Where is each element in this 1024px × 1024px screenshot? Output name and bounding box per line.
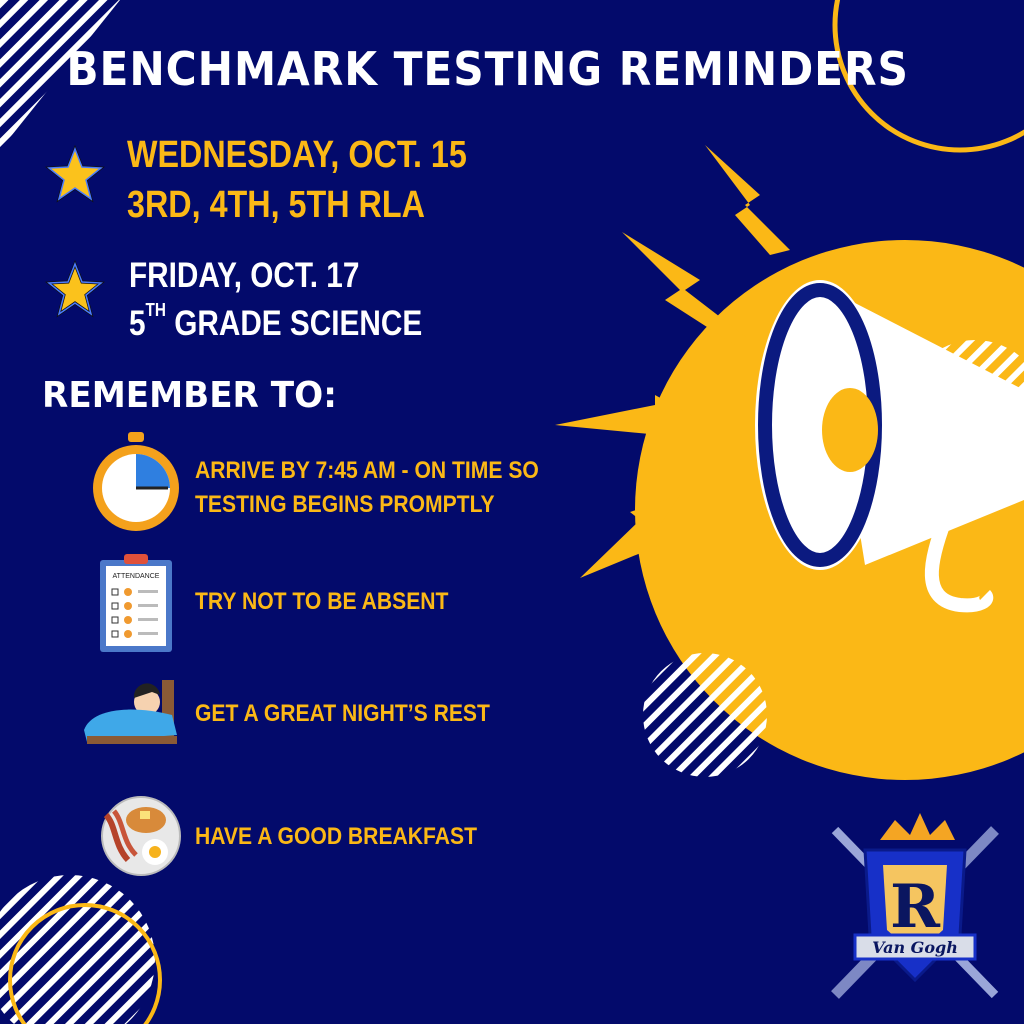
- sleeping-in-bed-icon: [84, 680, 177, 744]
- grade-subject: GRADE SCIENCE: [165, 304, 423, 343]
- page-title: BENCHMARK TESTING REMINDERS: [66, 42, 909, 96]
- date-line: FRIDAY, OCT. 17: [129, 256, 360, 295]
- breakfast-plate-icon: [101, 796, 181, 876]
- school-crest-logo: R Van Gogh: [831, 813, 999, 999]
- remember-heading: REMEMBER TO:: [42, 375, 337, 416]
- reminder-breakfast: HAVE A GOOD BREAKFAST: [195, 823, 478, 850]
- svg-text:Van Gogh: Van Gogh: [872, 938, 958, 957]
- svg-text:ATTENDANCE: ATTENDANCE: [113, 573, 160, 580]
- date-block-friday: FRIDAY, OCT. 17 5TH GRADE SCIENCE: [129, 252, 422, 348]
- svg-text:R: R: [890, 872, 941, 942]
- reminder-text: TESTING BEGINS PROMPTLY: [195, 491, 495, 518]
- date-line: WEDNESDAY, OCT. 15: [127, 134, 467, 176]
- reminder-arrive: ARRIVE BY 7:45 AM - ON TIME SO TESTING B…: [195, 454, 539, 522]
- corner-stripes-top-left: [0, 0, 120, 150]
- star-icon: [45, 145, 105, 203]
- stopwatch-icon: [93, 432, 179, 531]
- striped-circle: [643, 653, 767, 777]
- megaphone-icon: [755, 280, 1024, 613]
- grades-line: 5TH GRADE SCIENCE: [129, 300, 422, 348]
- ring-bottom-left: [8, 903, 162, 1024]
- date-block-wednesday: WEDNESDAY, OCT. 15 3RD, 4TH, 5TH RLA: [127, 130, 467, 230]
- grades-line: 3RD, 4TH, 5TH RLA: [127, 184, 425, 226]
- reminder-text: ARRIVE BY 7:45 AM - ON TIME SO: [195, 457, 539, 484]
- attendance-clipboard-icon: ATTENDANCE: [100, 554, 172, 652]
- grade-suffix: TH: [145, 300, 166, 320]
- reminder-absent: TRY NOT TO BE ABSENT: [195, 588, 449, 615]
- lightning-bolts: [555, 145, 790, 578]
- star-icon: [45, 260, 105, 318]
- reminder-rest: GET A GREAT NIGHT’S REST: [195, 700, 490, 727]
- grade-number: 5: [129, 304, 146, 343]
- ring-top-right: [832, 0, 1024, 153]
